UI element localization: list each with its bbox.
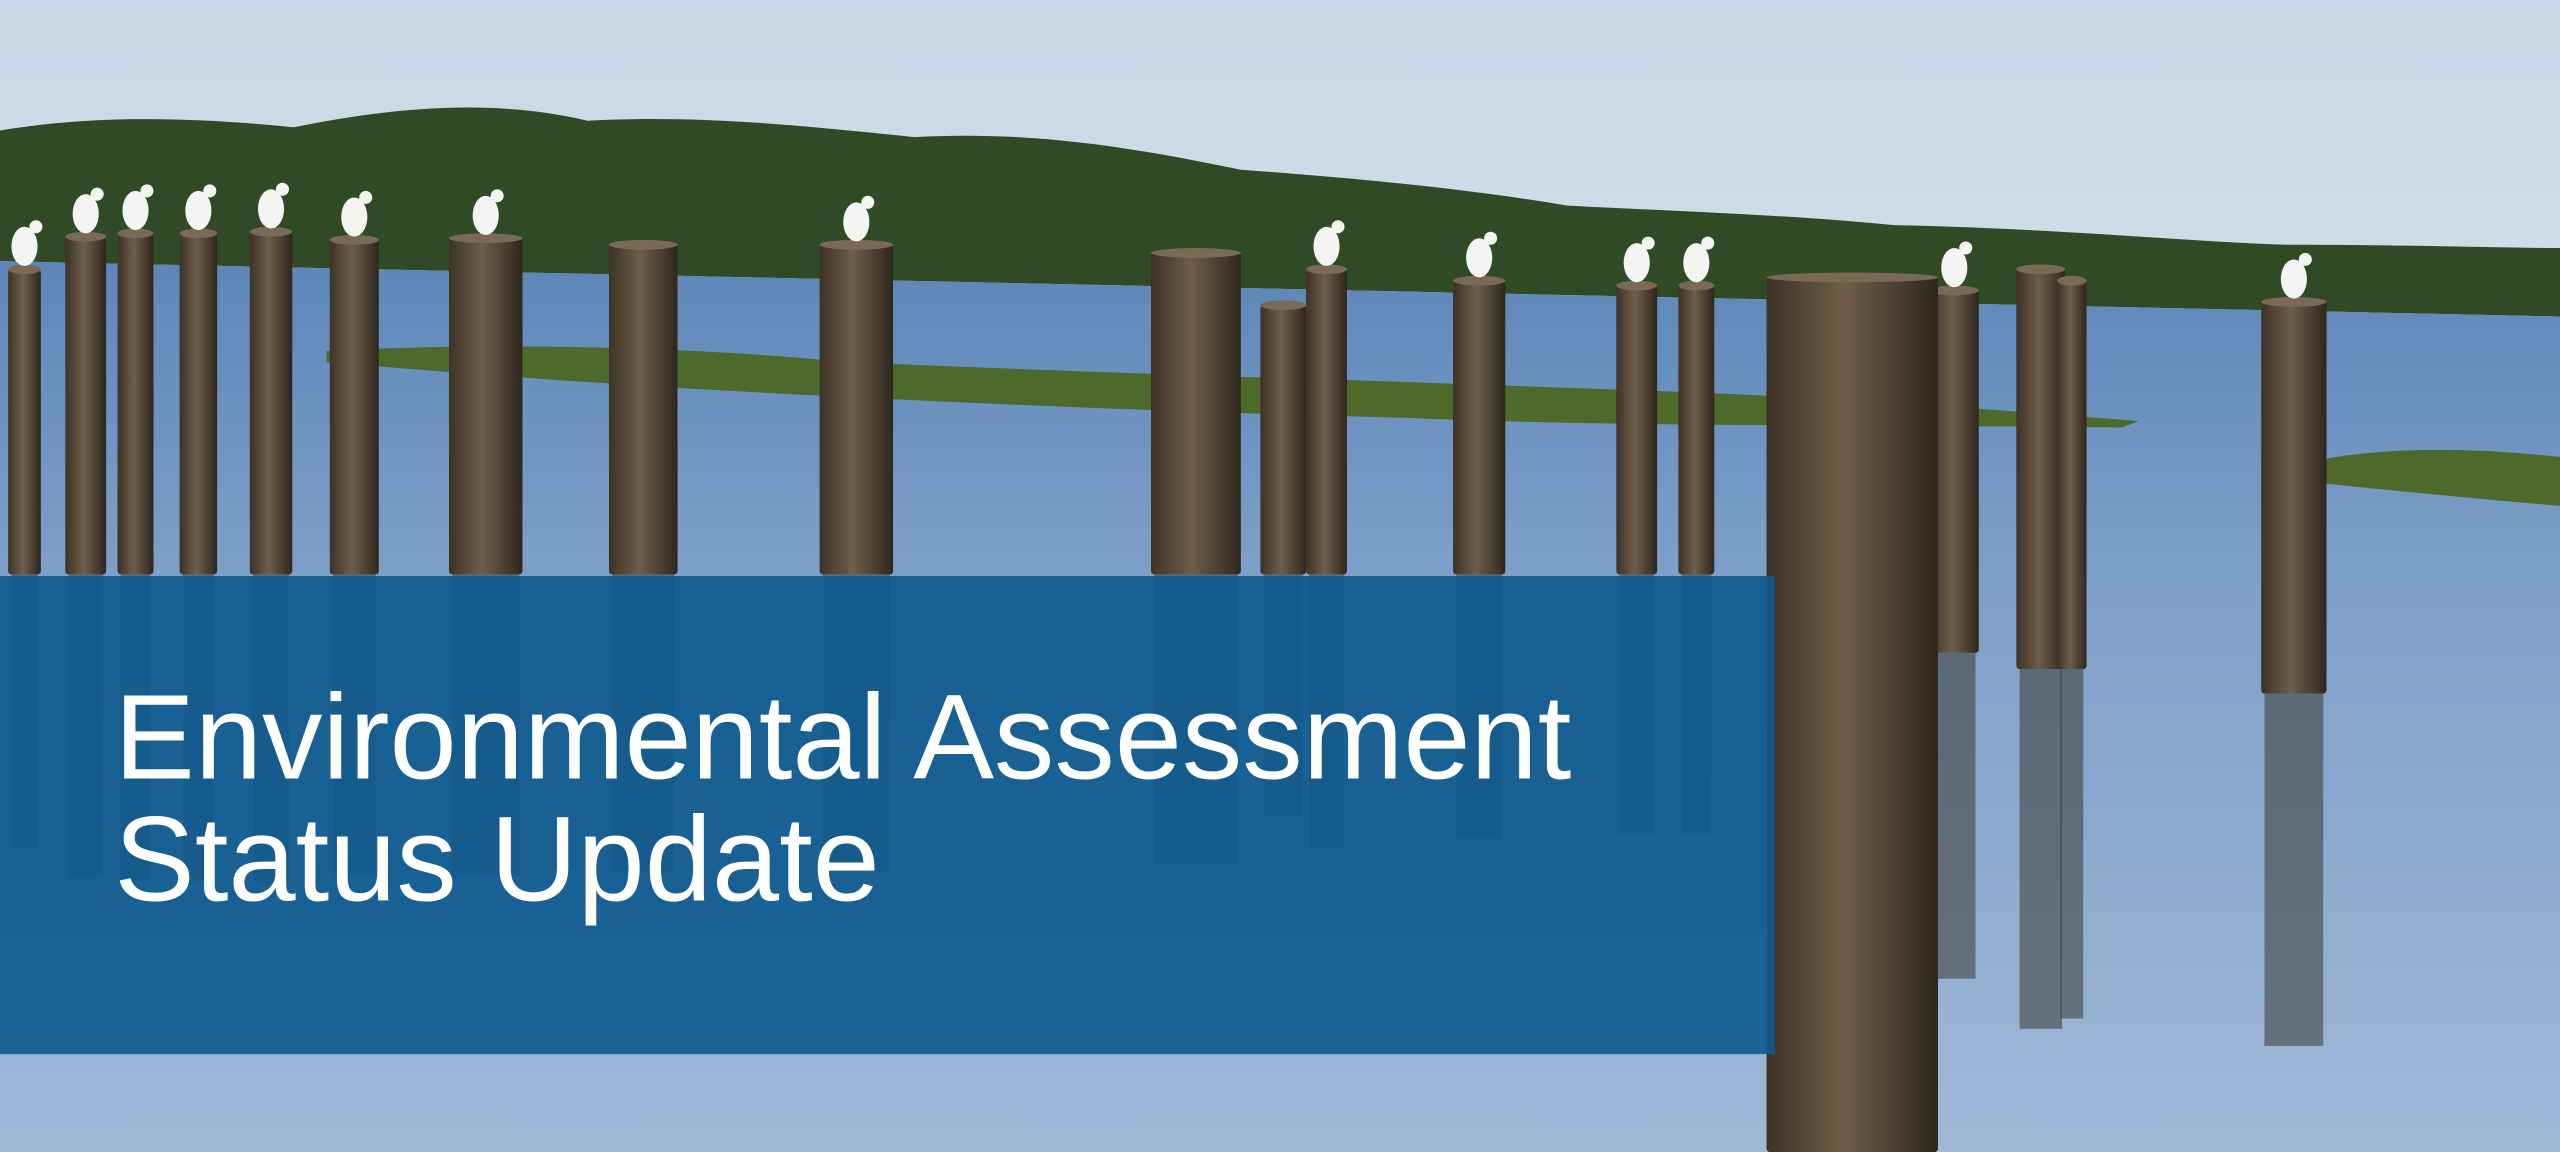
bird-head xyxy=(1331,220,1345,234)
post-top xyxy=(819,239,894,250)
bird xyxy=(2280,259,2307,299)
post-top xyxy=(1306,264,1347,275)
post xyxy=(2057,280,2087,670)
bird xyxy=(1683,243,1710,283)
bird-head xyxy=(1484,231,1498,245)
vegetation xyxy=(2318,449,2560,506)
bird-head xyxy=(359,190,373,204)
post xyxy=(1616,285,1658,575)
title-line: Environmental Assessment xyxy=(114,669,1571,804)
post-top xyxy=(448,233,523,244)
post-top xyxy=(8,264,41,275)
post xyxy=(448,238,523,575)
post xyxy=(179,233,218,575)
bird-head xyxy=(1701,236,1715,250)
post xyxy=(2261,301,2327,694)
post xyxy=(117,233,154,575)
title-line: Status Update xyxy=(114,792,880,927)
bird xyxy=(185,190,212,231)
post-top xyxy=(2016,264,2066,275)
bird xyxy=(341,197,368,237)
post xyxy=(2016,269,2066,670)
bird xyxy=(1466,238,1493,278)
post-top xyxy=(1616,280,1658,291)
bird xyxy=(1313,226,1340,266)
bird-head xyxy=(490,189,504,203)
post-top xyxy=(249,226,293,237)
title-box xyxy=(0,576,1775,1055)
post-top xyxy=(1151,248,1241,258)
post-reflection xyxy=(1933,652,1976,979)
post xyxy=(1766,277,1938,1152)
bird xyxy=(843,202,870,242)
bird xyxy=(1623,243,1650,283)
post-reflection xyxy=(2019,669,2063,1029)
post-top xyxy=(2057,275,2087,286)
bird-head xyxy=(203,184,217,198)
post-top xyxy=(179,228,218,239)
bird-head xyxy=(2298,252,2312,266)
post-reflection xyxy=(2264,693,2324,1046)
post xyxy=(1678,285,1715,575)
post xyxy=(1453,280,1506,575)
post-top xyxy=(608,239,678,250)
bird-head xyxy=(140,184,154,198)
post-top xyxy=(329,234,379,245)
bird xyxy=(122,190,149,231)
post-top xyxy=(1929,285,1979,296)
bird xyxy=(1941,248,1968,288)
bird xyxy=(257,189,285,229)
post xyxy=(819,244,894,575)
bird xyxy=(472,195,499,235)
post xyxy=(249,231,293,575)
post xyxy=(65,236,107,575)
post-top xyxy=(117,228,154,239)
post xyxy=(1260,305,1307,575)
bird-head xyxy=(29,220,43,234)
post xyxy=(608,244,678,575)
post-top xyxy=(1453,275,1506,286)
post xyxy=(1151,252,1241,575)
bird xyxy=(11,226,38,266)
bird-head xyxy=(1641,236,1655,250)
bird-head xyxy=(861,195,875,209)
bird-head xyxy=(1959,241,1973,255)
post-top xyxy=(65,231,107,242)
post-top xyxy=(1260,300,1307,311)
post-top xyxy=(2261,296,2327,307)
bird xyxy=(72,194,99,234)
post-top xyxy=(1766,272,1938,283)
post xyxy=(8,269,41,575)
bird-head xyxy=(275,182,289,196)
post-top xyxy=(1678,280,1715,291)
bird-head xyxy=(90,187,104,201)
post-reflection xyxy=(2060,669,2084,1019)
post xyxy=(329,239,379,575)
post xyxy=(1929,290,1979,653)
post xyxy=(1306,269,1347,575)
